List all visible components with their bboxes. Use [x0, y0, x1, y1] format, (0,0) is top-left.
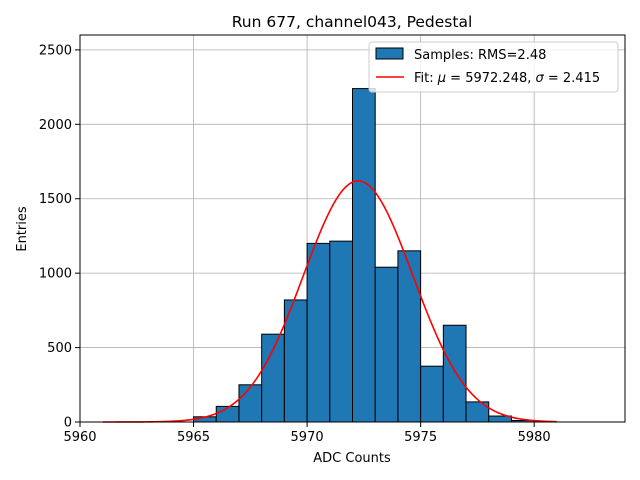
histogram-bar [283, 299, 308, 423]
x-tick-label: 5975 [404, 430, 437, 445]
x-tick-label: 5965 [177, 430, 210, 445]
y-tick-label: 500 [47, 341, 72, 356]
histogram-bar [329, 240, 353, 423]
histogram-bar [397, 250, 422, 423]
fit-sigma-value: = 2.415 [544, 71, 600, 86]
fit-mu-symbol: μ [437, 71, 446, 86]
histogram-bar [306, 242, 331, 423]
x-tick-label: 5960 [63, 430, 96, 445]
histogram-bar [420, 365, 444, 423]
histogram-bar [352, 88, 376, 423]
y-tick-label: 2000 [39, 118, 72, 133]
y-tick-label: 1500 [39, 192, 72, 207]
chart-title: Run 677, channel043, Pedestal [232, 13, 473, 31]
legend-box [368, 41, 619, 93]
fit-curve [102, 180, 557, 423]
histogram-bar [442, 324, 467, 423]
x-tick-label: 5970 [291, 430, 324, 445]
fit-label-prefix: Fit: [414, 71, 438, 86]
legend: Samples: RMS=2.48 Fit: μ = 5972.248, σ =… [368, 41, 619, 93]
y-axis-label: Entries [15, 206, 30, 252]
histogram-bar [238, 384, 263, 423]
histogram-bars [193, 88, 535, 423]
y-axis-ticks: 0 500 1000 1500 2000 2500 [39, 43, 80, 431]
legend-label-fit: Fit: μ = 5972.248, σ = 2.415 [414, 71, 600, 86]
y-tick-label: 2500 [39, 43, 72, 58]
fit-sigma-symbol: σ [536, 71, 545, 86]
y-tick-label: 1000 [39, 267, 72, 282]
x-axis-ticks: 5960 5965 5970 5975 5980 [63, 422, 551, 445]
histogram-bar [374, 266, 399, 423]
x-tick-label: 5980 [518, 430, 551, 445]
x-axis-label: ADC Counts [313, 451, 391, 466]
histogram-bar [261, 333, 285, 423]
plot-frame [79, 34, 626, 423]
y-tick-label: 0 [64, 416, 72, 431]
fit-mu-value: = 5972.248, [446, 71, 535, 86]
legend-label-histogram: Samples: RMS=2.48 [414, 48, 546, 63]
legend-swatch-histogram [375, 47, 404, 60]
